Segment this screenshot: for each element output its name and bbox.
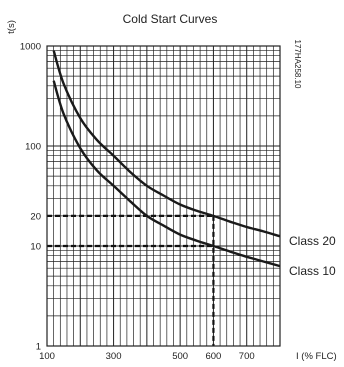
grid — [47, 46, 280, 346]
y-tick-label: 1 — [36, 342, 41, 353]
plot-frame — [46, 45, 281, 347]
x-tick-label: 600 — [205, 351, 221, 362]
y-tick-label: 100 — [25, 142, 41, 153]
curve-class-10 — [52, 80, 281, 268]
x-tick-label: 300 — [106, 351, 122, 362]
x-tick-label: 700 — [239, 351, 255, 362]
y-tick-label: 1000 — [20, 42, 41, 53]
y-axis-label: t(s) — [6, 20, 17, 34]
curves — [52, 50, 281, 268]
x-axis-label: I (% FLC) — [296, 351, 337, 362]
x-tick-label: 500 — [172, 351, 188, 362]
series-label-class-20: Class 20 — [289, 234, 336, 248]
figure-code: 177HA258.10 — [293, 40, 302, 89]
curve-class-20 — [52, 50, 281, 238]
y-tick-label: 20 — [30, 211, 41, 222]
dashed-guides — [47, 214, 215, 346]
tick-labels: 100 300 500 600 700 1000 100 20 10 1 — [20, 42, 255, 363]
chart-title: Cold Start Curves — [123, 12, 218, 26]
x-tick-label: 100 — [39, 351, 55, 362]
series-label-class-10: Class 10 — [289, 264, 336, 278]
y-tick-label: 10 — [30, 242, 41, 253]
